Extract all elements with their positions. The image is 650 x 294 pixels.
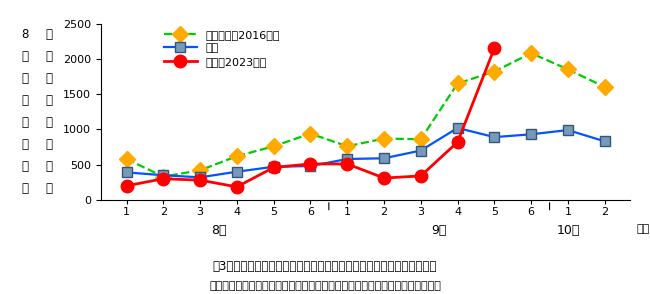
Legend: 多発生年（2016年）, 平年, 本年（2023年）: 多発生年（2016年）, 平年, 本年（2023年） (159, 26, 285, 71)
Text: 別: 別 (21, 182, 28, 196)
Text: 頭: 頭 (46, 160, 52, 173)
多発生年（2016年） (601, 85, 608, 89)
多発生年（2016年） (564, 68, 572, 71)
Text: 殺: 殺 (46, 94, 52, 107)
Text: 半旬: 半旬 (636, 224, 649, 234)
Text: （農業共済組合、農業試験研究センター調査による県内８地点の平均誘殺数）: （農業共済組合、農業試験研究センター調査による県内８地点の平均誘殺数） (209, 281, 441, 291)
Text: 数: 数 (46, 116, 52, 129)
多発生年（2016年） (454, 82, 462, 85)
Text: ）: ） (46, 182, 52, 196)
平年 (307, 164, 315, 168)
多発生年（2016年） (380, 137, 388, 140)
Text: 誘: 誘 (46, 72, 52, 85)
Text: 9月: 9月 (432, 224, 447, 237)
多発生年（2016年） (343, 145, 351, 148)
本年（2023年） (491, 46, 499, 50)
本年（2023年） (196, 178, 204, 182)
本年（2023年） (307, 162, 315, 166)
Text: 合: 合 (46, 28, 52, 41)
Text: （: （ (46, 138, 52, 151)
Text: 点: 点 (21, 72, 28, 85)
Text: 8月: 8月 (211, 224, 226, 237)
多発生年（2016年） (307, 132, 315, 135)
Line: 平年: 平年 (122, 123, 610, 182)
平年 (196, 176, 204, 179)
平年 (527, 133, 535, 136)
平年 (564, 128, 572, 132)
Text: 地: 地 (21, 50, 28, 63)
Text: 半: 半 (21, 138, 28, 151)
多発生年（2016年） (270, 145, 278, 148)
多発生年（2016年） (159, 175, 167, 178)
Line: 本年（2023年）: 本年（2023年） (120, 42, 500, 193)
平年 (417, 149, 424, 152)
本年（2023年） (123, 184, 131, 188)
多発生年（2016年） (527, 51, 535, 55)
多発生年（2016年） (196, 168, 204, 172)
Text: 図3　フェロモントラップによるハスモンヨトウ雄成虫の半旬別誘殺数: 図3 フェロモントラップによるハスモンヨトウ雄成虫の半旬別誘殺数 (213, 260, 437, 273)
本年（2023年） (380, 176, 388, 180)
平年 (123, 171, 131, 174)
平年 (270, 165, 278, 168)
平年 (380, 156, 388, 160)
Text: の: の (21, 116, 28, 129)
本年（2023年） (454, 140, 462, 144)
Text: 計: 計 (46, 50, 52, 63)
本年（2023年） (270, 166, 278, 169)
本年（2023年） (233, 185, 240, 189)
平年 (601, 140, 608, 143)
平年 (454, 126, 462, 130)
Text: 10月: 10月 (556, 224, 580, 237)
多発生年（2016年） (233, 154, 240, 158)
本年（2023年） (159, 177, 167, 181)
本年（2023年） (343, 162, 351, 166)
多発生年（2016年） (491, 70, 499, 73)
平年 (159, 173, 167, 177)
本年（2023年） (417, 174, 424, 178)
平年 (343, 157, 351, 161)
Text: 8: 8 (21, 28, 29, 41)
Text: 旬: 旬 (21, 160, 28, 173)
Line: 多発生年（2016年）: 多発生年（2016年） (121, 48, 610, 182)
多発生年（2016年） (123, 157, 131, 161)
平年 (491, 135, 499, 139)
平年 (233, 170, 240, 173)
Text: で: で (21, 94, 28, 107)
多発生年（2016年） (417, 138, 424, 141)
